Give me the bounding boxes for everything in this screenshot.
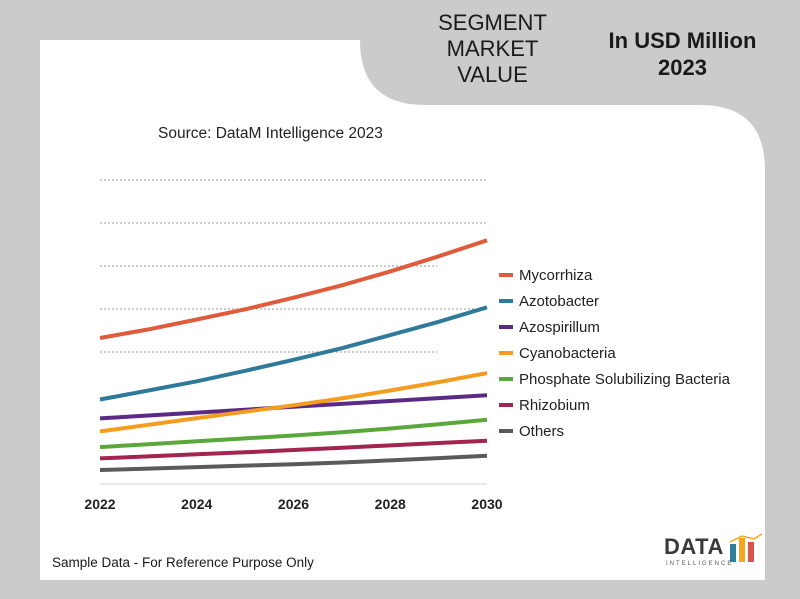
series-line-rhizobium xyxy=(99,438,488,461)
segment-title-line-2: MARKET xyxy=(446,36,539,61)
logo-bars-icon xyxy=(729,534,763,562)
legend-item: Azospirillum xyxy=(499,314,730,340)
chart-legend: Mycorrhiza Azotobacter Azospirillum Cyanoba… xyxy=(499,262,730,444)
series-line-azotobacter xyxy=(99,305,488,402)
logo-subtext: INTELLIGENCE xyxy=(666,561,734,567)
datam-intelligence-logo: DATA INTELLIGENCE xyxy=(664,534,764,574)
legend-swatch xyxy=(499,299,513,303)
segment-title-line-1: SEGMENT xyxy=(438,10,547,35)
x-tick-label: 2028 xyxy=(375,496,406,512)
legend-swatch xyxy=(499,403,513,407)
logo-bar xyxy=(730,544,736,562)
legend-item: Phosphate Solubilizing Bacteria xyxy=(499,366,730,392)
unit-year-label: In USD Million 2023 xyxy=(585,27,780,81)
legend-swatch xyxy=(499,325,513,329)
legend-swatch xyxy=(499,429,513,433)
x-tick-label: 2030 xyxy=(471,496,502,512)
legend-item: Azotobacter xyxy=(499,288,730,314)
x-tick-label: 2022 xyxy=(84,496,115,512)
x-tick-label: 2026 xyxy=(278,496,309,512)
legend-label: Mycorrhiza xyxy=(519,266,593,284)
white-chart-panel xyxy=(40,40,765,580)
legend-swatch xyxy=(499,273,513,277)
logo-bar xyxy=(739,538,745,562)
legend-item: Cyanobacteria xyxy=(499,340,730,366)
x-tick-label: 2024 xyxy=(181,496,212,512)
legend-item: Rhizobium xyxy=(499,392,730,418)
segment-title-line-3: VALUE xyxy=(457,62,528,87)
legend-label: Phosphate Solubilizing Bacteria xyxy=(519,370,730,388)
logo-arrow xyxy=(729,534,763,543)
legend-swatch xyxy=(499,351,513,355)
source-label: Source: DataM Intelligence 2023 xyxy=(158,125,383,142)
series-line-others xyxy=(99,453,488,472)
segment-market-value-title: SEGMENT MARKET VALUE xyxy=(400,10,585,88)
logo-bar xyxy=(748,542,754,562)
legend-swatch xyxy=(499,377,513,381)
unit-label: In USD Million xyxy=(608,28,757,53)
legend-label: Others xyxy=(519,422,565,440)
legend-label: Rhizobium xyxy=(519,396,590,414)
logo-text: DATA xyxy=(664,534,724,559)
legend-label: Cyanobacteria xyxy=(519,344,616,362)
legend-label: Azotobacter xyxy=(519,292,600,310)
year-label: 2023 xyxy=(658,55,707,80)
sample-data-note: Sample Data - For Reference Purpose Only xyxy=(52,555,314,570)
legend-item: Mycorrhiza xyxy=(499,262,730,288)
legend-item: Others xyxy=(499,418,730,444)
series-line-cyanobacteria xyxy=(99,371,488,434)
legend-label: Azospirillum xyxy=(519,318,600,336)
series-line-mycorrhiza xyxy=(99,238,488,340)
series-line-phosphate-solubilizing-bacteria xyxy=(99,417,488,450)
